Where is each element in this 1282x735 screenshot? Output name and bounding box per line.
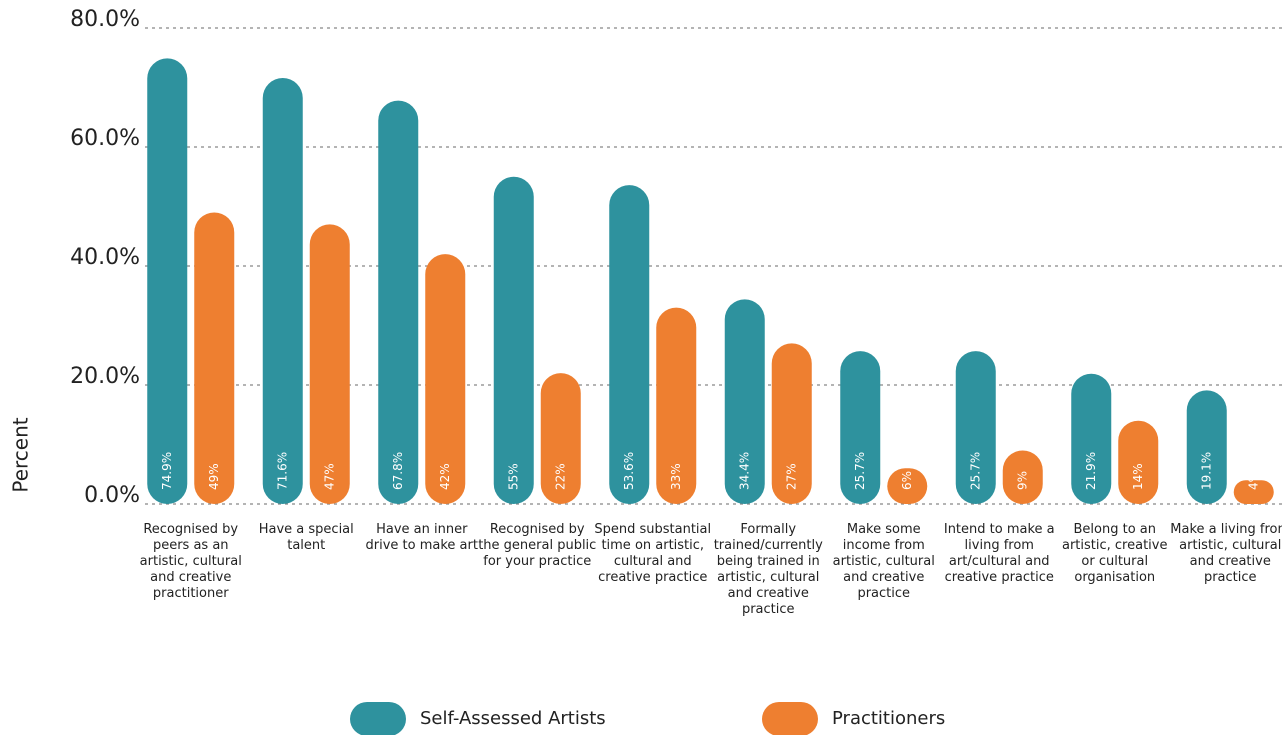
value-label: 14%: [1131, 463, 1145, 490]
value-label: 6%: [900, 471, 914, 490]
bar: [771, 343, 812, 504]
bar: [955, 351, 996, 504]
bar: [1071, 373, 1112, 504]
value-label: 55%: [506, 463, 520, 490]
value-label: 47%: [322, 463, 336, 490]
x-tick-label: Belong to an artistic, creative or cultu…: [1062, 522, 1168, 585]
bar: [1002, 450, 1043, 504]
x-tick-label: Make a living from artistic, cultural an…: [1170, 522, 1282, 585]
value-label: 33%: [669, 463, 683, 490]
y-tick-label: 80.0%: [70, 7, 140, 32]
x-tick-label: Recognised by peers as an artistic, cult…: [139, 522, 242, 601]
value-label: 19.1%: [1199, 452, 1213, 490]
bar: [1233, 480, 1274, 504]
value-label: 71.6%: [275, 452, 289, 490]
bar: [309, 224, 350, 504]
value-label: 9%: [1015, 471, 1029, 490]
value-label: 67.8%: [391, 452, 405, 490]
value-label: 4%: [1246, 471, 1260, 490]
x-tick-label: Have an inner drive to make art: [365, 522, 478, 553]
bar: [540, 373, 581, 504]
bar: [887, 468, 928, 504]
x-tick-label: Spend substantial time on artistic, cult…: [594, 522, 712, 585]
value-label: 22%: [553, 463, 567, 490]
x-tick-label: Formally trained/currently being trained…: [713, 522, 823, 617]
value-label: 49%: [207, 463, 221, 490]
bar: [1118, 420, 1159, 504]
bar: [840, 351, 881, 504]
x-tick-label: Recognised by the general public for you…: [478, 522, 597, 569]
legend-swatch: [762, 702, 818, 735]
bar: [425, 254, 466, 504]
y-tick-label: 0.0%: [84, 483, 140, 508]
y-axis-label: Percent: [9, 417, 33, 492]
bar: [378, 100, 419, 504]
value-label: 25.7%: [853, 452, 867, 490]
x-tick-label: Intend to make a living from art/cultura…: [943, 522, 1055, 585]
bar: [147, 58, 188, 504]
bar: [1186, 390, 1227, 504]
y-tick-label: 40.0%: [70, 245, 140, 270]
x-tick-label: Have a special talent: [258, 522, 354, 553]
legend-swatch: [350, 702, 406, 735]
value-label: 42%: [438, 463, 452, 490]
value-label: 21.9%: [1084, 452, 1098, 490]
x-tick-label: Make some income from artistic, cultural…: [832, 522, 935, 601]
value-label: 27%: [784, 463, 798, 490]
bar: [656, 307, 697, 504]
bar: [194, 212, 235, 504]
value-label: 34.4%: [737, 452, 751, 490]
bar: [609, 185, 650, 504]
value-label: 53.6%: [622, 452, 636, 490]
y-tick-label: 60.0%: [70, 126, 140, 151]
y-tick-label: 20.0%: [70, 364, 140, 389]
bar: [724, 299, 765, 504]
value-label: 25.7%: [968, 452, 982, 490]
legend-label: Practitioners: [832, 708, 945, 729]
value-label: 74.9%: [160, 452, 174, 490]
bar: [262, 77, 303, 504]
legend-label: Self-Assessed Artists: [420, 708, 606, 729]
bar: [493, 176, 534, 504]
